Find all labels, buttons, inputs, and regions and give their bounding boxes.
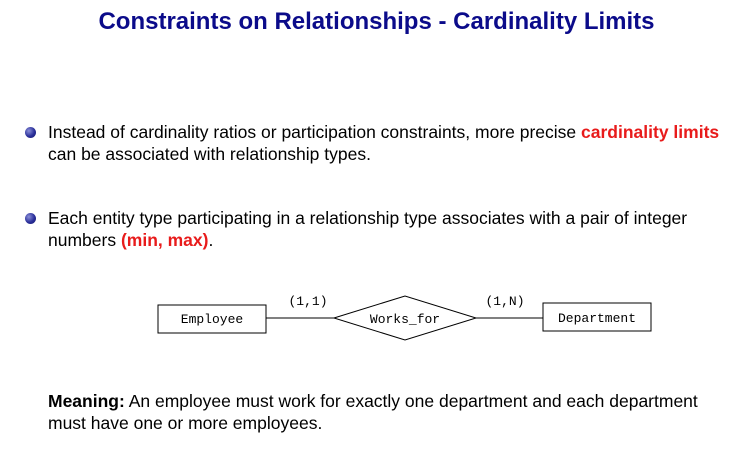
bullet-text: Instead of cardinality ratios or partici… (48, 121, 740, 165)
er-diagram: Employee Works_for Department (1,1) (1,N… (157, 294, 652, 341)
bullet-highlight: cardinality limits (581, 122, 720, 142)
relationship-diamond (332, 295, 478, 341)
bullet-text-before: Each entity type participating in a rela… (48, 208, 688, 250)
bullet-item-min-max: Each entity type participating in a rela… (25, 207, 740, 251)
page-title: Constraints on Relationships - Cardinali… (98, 8, 655, 35)
bullet-text-after: can be associated with relationship type… (48, 144, 371, 164)
bullet-highlight: (min, max) (120, 230, 209, 250)
cardinality-right: (1,N) (485, 294, 524, 309)
entity-label-employee: Employee (181, 312, 243, 327)
meaning-paragraph: Meaning: An employee must work for exact… (48, 390, 738, 434)
entity-label-department: Department (558, 311, 636, 326)
cardinality-left: (1,1) (288, 294, 327, 309)
meaning-label: Meaning: (48, 391, 125, 411)
bullet-text-before: Instead of cardinality ratios or partici… (48, 122, 582, 142)
entity-box-employee (157, 304, 267, 334)
bullet-text-after: . (208, 230, 214, 250)
bullet-dot-icon (25, 213, 36, 224)
meaning-text: An employee must work for exactly one de… (48, 391, 698, 433)
relationship-label: Works_for (370, 312, 440, 327)
bullet-dot-icon (25, 127, 36, 138)
bullet-text: Each entity type participating in a rela… (48, 207, 740, 251)
bullet-item-cardinality-limits: Instead of cardinality ratios or partici… (25, 121, 740, 165)
entity-box-department (542, 302, 652, 332)
